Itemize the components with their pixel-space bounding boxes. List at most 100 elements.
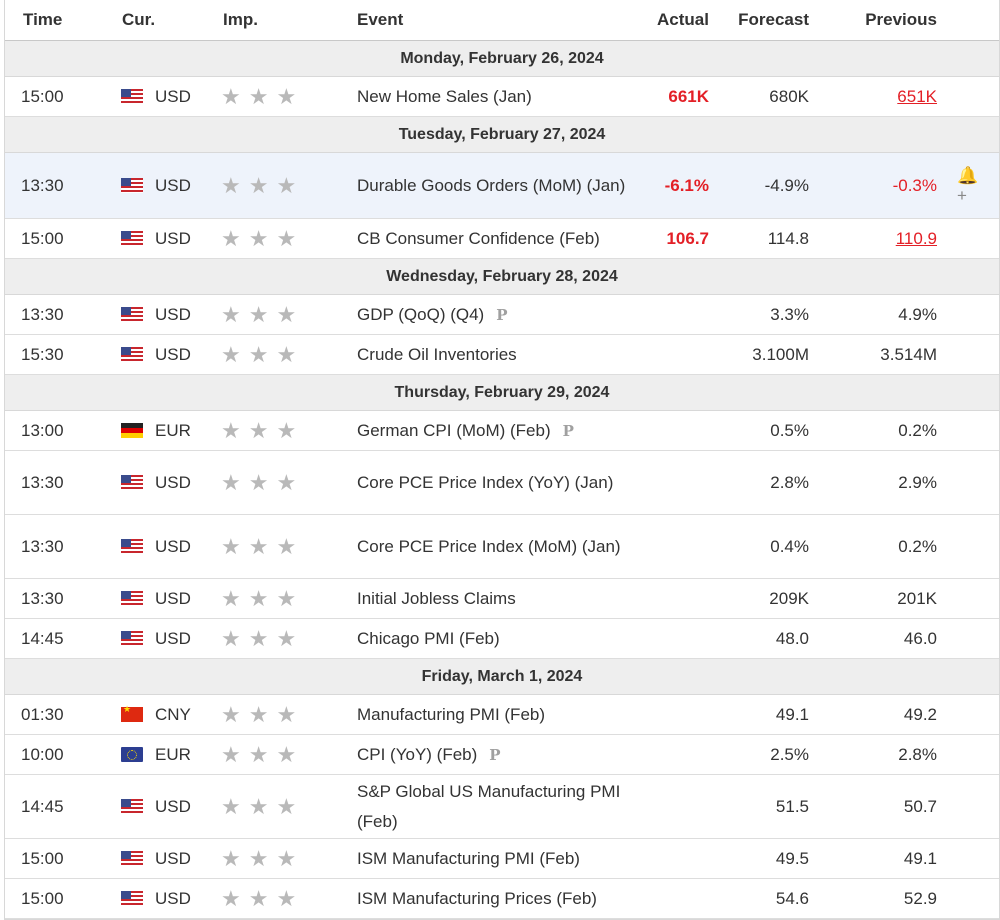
event-row[interactable]: 13:00 EUR ★ ★ ★ German CPI (MoM) (Feb) P 0.5% 0.…: [5, 411, 999, 451]
star-icon: ★: [276, 741, 297, 767]
event-row[interactable]: 13:30 USD ★ ★ ★ Core PCE Price Index (MoM) (J…: [5, 515, 999, 579]
event-forecast: 680K: [769, 86, 809, 106]
event-name-cell[interactable]: ISM Manufacturing PMI (Feb): [357, 839, 637, 878]
event-name-cell[interactable]: Core PCE Price Index (MoM) (Jan): [357, 515, 637, 578]
star-icon: ★: [221, 845, 241, 871]
event-name-link[interactable]: Durable Goods Orders (MoM) (Jan): [357, 175, 626, 195]
star-icon: ★: [248, 885, 269, 911]
event-row[interactable]: 15:00 USD ★ ★ ★ ISM Manufacturing PMI (Feb) 49…: [5, 839, 999, 879]
importance-stars: ★ ★ ★: [221, 451, 331, 514]
event-previous-value: 0.2%: [898, 420, 937, 440]
event-name-cell[interactable]: German CPI (MoM) (Feb) P: [357, 411, 637, 450]
event-forecast: 3.3%: [770, 304, 809, 324]
event-time: 15:30: [21, 344, 64, 364]
event-name-link[interactable]: Chicago PMI (Feb): [357, 628, 500, 648]
event-name-link[interactable]: ISM Manufacturing PMI (Feb): [357, 848, 580, 868]
importance-stars: ★ ★ ★: [221, 579, 331, 618]
event-row[interactable]: 15:00 USD ★ ★ ★ New Home Sales (Jan) 661K 680K 6…: [5, 77, 999, 117]
event-forecast: -4.9%: [764, 175, 809, 195]
event-name-link[interactable]: S&P Global US Manufacturing PMI (Feb): [357, 781, 621, 831]
star-icon: ★: [221, 83, 241, 109]
bell-plus-icon[interactable]: 🔔+: [957, 165, 979, 205]
header-time[interactable]: Time: [23, 10, 63, 29]
event-row[interactable]: 13:30 USD ★ ★ ★ Initial Jobless Claims 209K 201…: [5, 579, 999, 619]
importance-stars: ★ ★ ★: [221, 839, 331, 878]
event-currency-cell: USD: [121, 295, 211, 334]
day-header-row: Thursday, February 29, 2024: [5, 375, 999, 411]
star-icon: ★: [248, 83, 269, 109]
event-row[interactable]: 01:30 CNY ★ ★ ★ Manufacturing PMI (Feb) 49.1 49…: [5, 695, 999, 735]
header-forecast[interactable]: Forecast: [738, 10, 809, 29]
event-name-link[interactable]: Core PCE Price Index (MoM) (Jan): [357, 536, 621, 556]
event-row[interactable]: 13:30 USD ★ ★ ★ GDP (QoQ) (Q4) P 3.3% 4.9%: [5, 295, 999, 335]
event-name-cell[interactable]: S&P Global US Manufacturing PMI (Feb): [357, 775, 637, 838]
event-currency-cell: USD: [121, 451, 211, 514]
star-icon: ★: [276, 225, 297, 251]
header-importance[interactable]: Imp.: [223, 10, 258, 29]
event-name-cell[interactable]: GDP (QoQ) (Q4) P: [357, 295, 637, 334]
header-previous[interactable]: Previous: [865, 10, 937, 29]
event-name-link[interactable]: CB Consumer Confidence (Feb): [357, 228, 600, 248]
event-name-link[interactable]: CPI (YoY) (Feb): [357, 744, 478, 764]
flag-usd-icon: [121, 89, 143, 104]
event-forecast: 0.5%: [770, 420, 809, 440]
event-name-link[interactable]: GDP (QoQ) (Q4): [357, 304, 485, 324]
event-name-cell[interactable]: Durable Goods Orders (MoM) (Jan): [357, 153, 637, 218]
event-name-cell[interactable]: Initial Jobless Claims: [357, 579, 637, 618]
event-currency: USD: [155, 588, 191, 608]
event-row[interactable]: 15:30 USD ★ ★ ★ Crude Oil Inventories 3.100M 3.…: [5, 335, 999, 375]
event-previous: 50.7: [817, 775, 937, 838]
event-name-link[interactable]: German CPI (MoM) (Feb): [357, 420, 551, 440]
event-previous: 2.9%: [817, 451, 937, 514]
event-name-cell[interactable]: Manufacturing PMI (Feb): [357, 695, 637, 734]
event-row[interactable]: 14:45 USD ★ ★ ★ Chicago PMI (Feb) 48.0 46.0: [5, 619, 999, 659]
event-time: 13:30: [21, 472, 64, 492]
event-time: 15:00: [21, 86, 64, 106]
event-name-cell[interactable]: ISM Manufacturing Prices (Feb): [357, 879, 637, 918]
preliminary-icon: P: [496, 305, 508, 324]
event-name-cell[interactable]: Core PCE Price Index (YoY) (Jan): [357, 451, 637, 514]
event-row[interactable]: 15:00 USD ★ ★ ★ ISM Manufacturing Prices (Feb…: [5, 879, 999, 919]
event-currency-cell: USD: [121, 839, 211, 878]
event-name-link[interactable]: ISM Manufacturing Prices (Feb): [357, 888, 597, 908]
event-name-cell[interactable]: CPI (YoY) (Feb) P: [357, 735, 637, 774]
star-icon: ★: [276, 341, 297, 367]
event-name-cell[interactable]: Chicago PMI (Feb): [357, 619, 637, 658]
event-row[interactable]: 13:30 USD ★ ★ ★ Durable Goods Orders (MoM) (J…: [5, 153, 999, 219]
event-currency-cell: EUR: [121, 735, 211, 774]
importance-stars: ★ ★ ★: [221, 775, 331, 838]
header-event[interactable]: Event: [357, 10, 404, 29]
event-previous-value: 3.514M: [880, 344, 937, 364]
star-icon: ★: [276, 469, 297, 495]
header-actual[interactable]: Actual: [657, 10, 709, 29]
event-name-cell[interactable]: CB Consumer Confidence (Feb): [357, 219, 637, 258]
event-currency: USD: [155, 888, 191, 908]
event-name-link[interactable]: New Home Sales (Jan): [357, 86, 532, 106]
header-currency[interactable]: Cur.: [122, 10, 156, 29]
event-row[interactable]: 13:30 USD ★ ★ ★ Core PCE Price Index (YoY) (J…: [5, 451, 999, 515]
event-name-link[interactable]: Manufacturing PMI (Feb): [357, 704, 546, 724]
economic-calendar-table: Time Cur. Imp. Event Actual Forecast Pre…: [4, 0, 1000, 920]
event-name-link[interactable]: Core PCE Price Index (YoY) (Jan): [357, 472, 614, 492]
preliminary-icon: P: [562, 421, 574, 440]
event-currency-cell: USD: [121, 619, 211, 658]
star-icon: ★: [221, 301, 241, 327]
event-previous-value: -0.3%: [892, 175, 937, 195]
event-currency-cell: CNY: [121, 695, 211, 734]
event-previous-value: 201K: [897, 588, 937, 608]
preliminary-icon: P: [489, 745, 501, 764]
event-row[interactable]: 10:00 EUR ★ ★ ★ CPI (YoY) (Feb) P 2.5% 2.8%: [5, 735, 999, 775]
event-currency: USD: [155, 86, 191, 106]
event-previous-value: 2.9%: [898, 472, 937, 492]
event-name-cell[interactable]: Crude Oil Inventories: [357, 335, 637, 374]
event-name-link[interactable]: Initial Jobless Claims: [357, 588, 516, 608]
event-row[interactable]: 14:45 USD ★ ★ ★ S&P Global US Manufacturing P…: [5, 775, 999, 839]
importance-stars: ★ ★ ★: [221, 335, 331, 374]
event-actual: -6.1%: [664, 175, 709, 195]
event-name-link[interactable]: Crude Oil Inventories: [357, 344, 517, 364]
event-row[interactable]: 15:00 USD ★ ★ ★ CB Consumer Confidence (Feb) 1…: [5, 219, 999, 259]
event-forecast: 49.5: [775, 848, 809, 868]
event-name-cell[interactable]: New Home Sales (Jan): [357, 77, 637, 116]
event-currency: EUR: [155, 420, 191, 440]
event-time: 13:30: [21, 536, 64, 556]
